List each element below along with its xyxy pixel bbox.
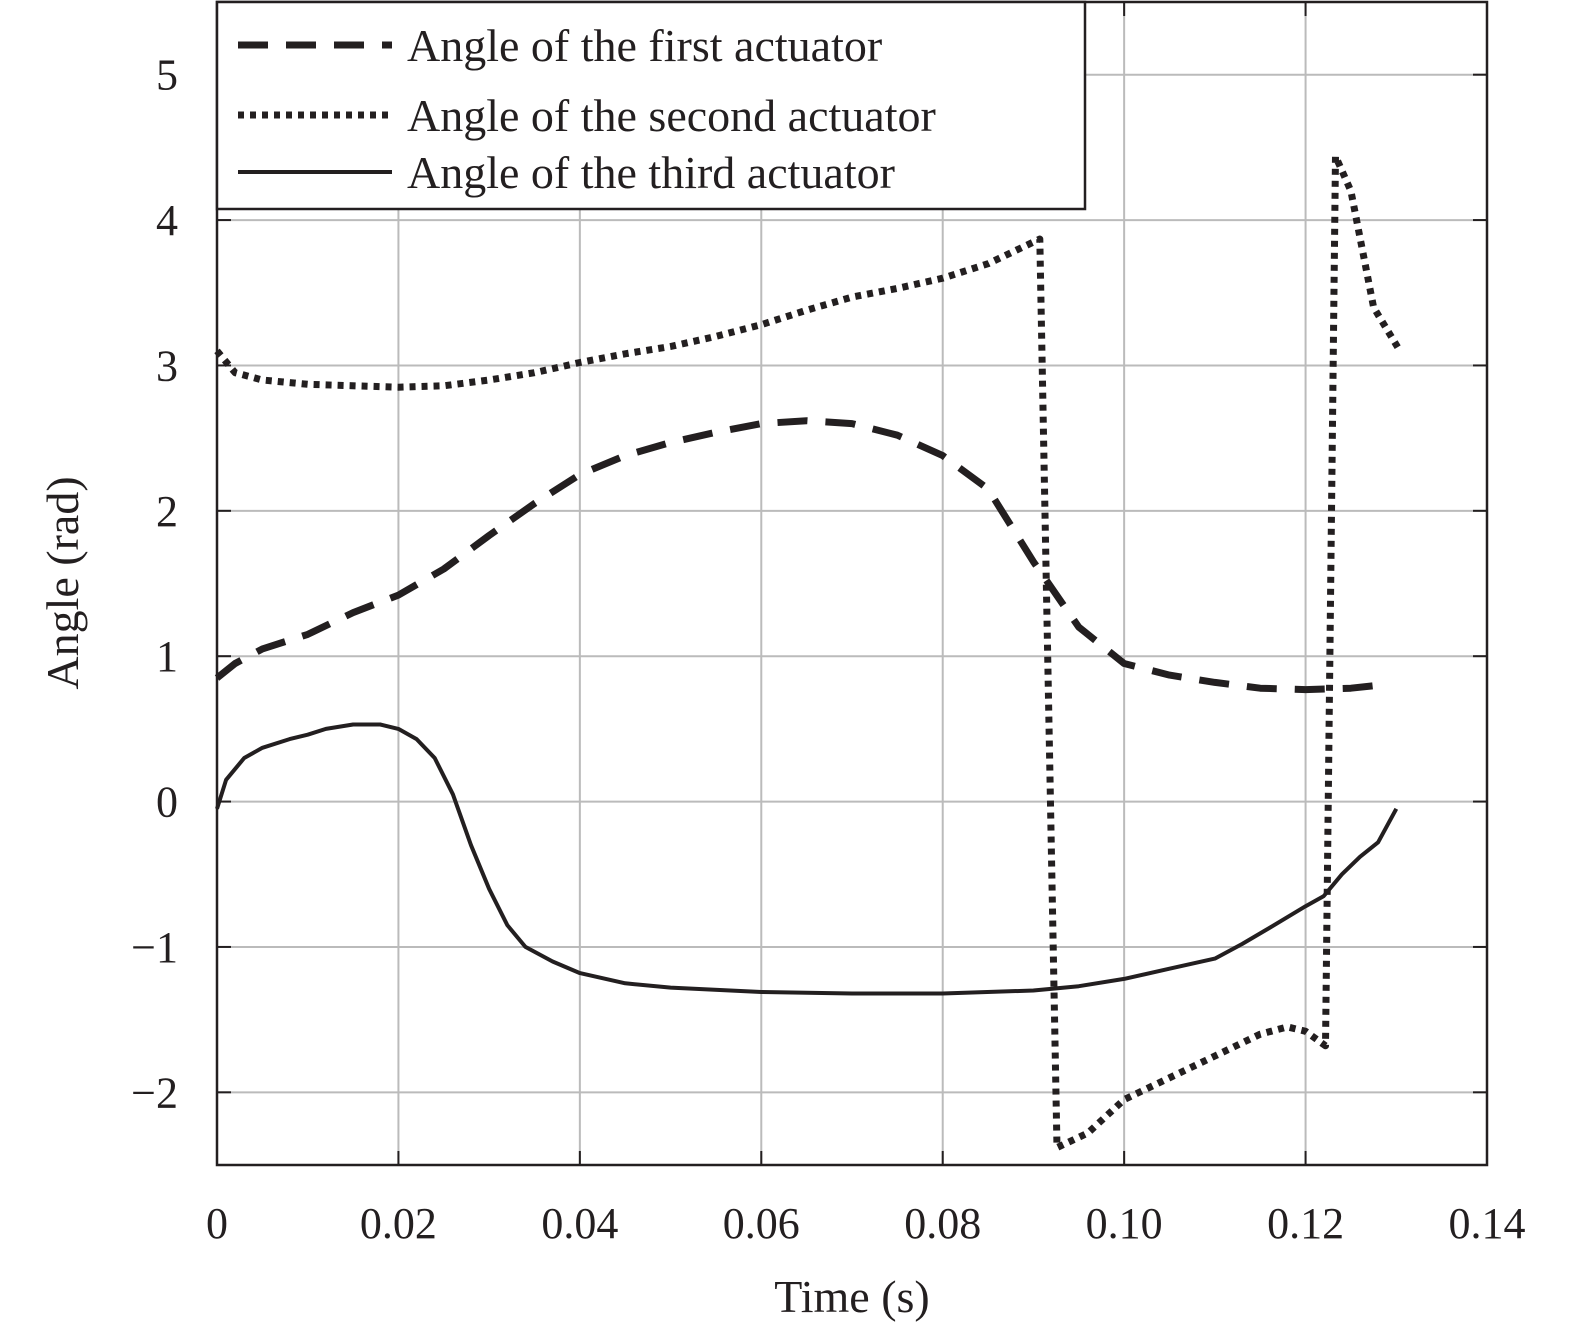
legend-box [215, 0, 1087, 211]
x-tick-label: 0.06 [723, 1199, 800, 1248]
y-tick-label: 1 [156, 632, 178, 681]
x-tick-label: 0 [206, 1199, 228, 1248]
x-tick-label: 0.12 [1267, 1199, 1344, 1248]
series-line-3 [215, 722, 1399, 996]
series-group [214, 152, 1403, 1152]
grid [216, 2, 1488, 1165]
y-tick-label: 3 [156, 341, 178, 390]
legend: Angle of the first actuator Angle of the … [215, 0, 1087, 211]
y-tick-label: 4 [156, 196, 178, 245]
y-tick-label: 0 [156, 778, 178, 827]
x-tick-label: 0.08 [904, 1199, 981, 1248]
x-tick-label: 0.02 [360, 1199, 437, 1248]
legend-label-3: Angle of the third actuator [407, 147, 895, 198]
y-tick-label: −2 [131, 1068, 178, 1117]
y-tick-label: 5 [156, 51, 178, 100]
x-axis-label: Time (s) [774, 1271, 930, 1322]
legend-label-1: Angle of the first actuator [407, 20, 882, 71]
x-tick-label: 0.10 [1086, 1199, 1163, 1248]
series-line-2 [214, 152, 1403, 1152]
ticks: 0 0.02 0.04 0.06 0.08 0.10 0.12 0.14 −2 −1 0 1 2 3 4 5 [131, 2, 1526, 1248]
y-axis-label: Angle (rad) [37, 476, 88, 689]
legend-label-2: Angle of the second actuator [407, 90, 936, 141]
x-tick-label: 0.14 [1449, 1199, 1526, 1248]
series-line-1 [214, 417, 1379, 694]
y-tick-label: 2 [156, 487, 178, 536]
x-tick-label: 0.04 [541, 1199, 618, 1248]
y-tick-label: −1 [131, 923, 178, 972]
